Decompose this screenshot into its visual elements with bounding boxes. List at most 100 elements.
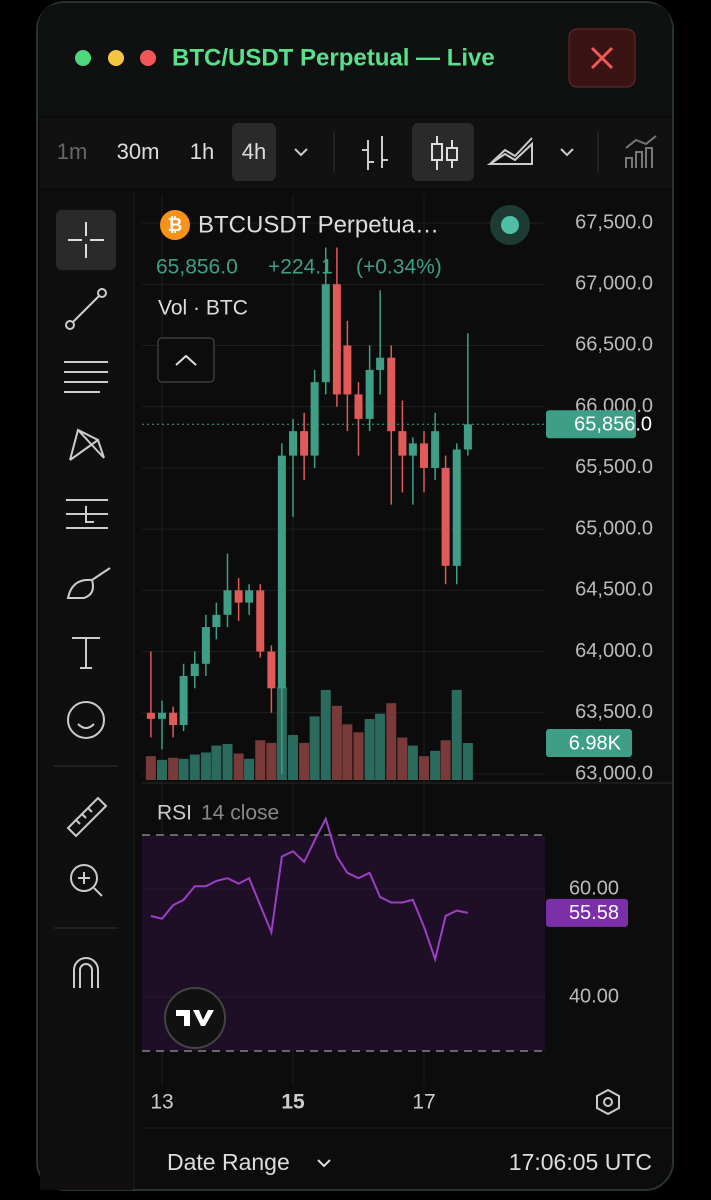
volume-bar	[288, 734, 298, 780]
collapse-button[interactable]	[157, 337, 215, 383]
type-chevron[interactable]	[560, 148, 574, 157]
interval[interactable]: 4h	[242, 139, 266, 164]
volume-bar	[342, 724, 353, 780]
last-price-box	[546, 410, 636, 439]
candle-body	[245, 590, 254, 603]
interval-selected	[232, 123, 276, 181]
magnet-icon[interactable]	[73, 957, 99, 988]
volume-bar	[375, 713, 386, 780]
candle-body	[398, 431, 407, 456]
candle-body	[179, 676, 188, 726]
candle-body	[452, 449, 461, 566]
candle-body	[387, 357, 396, 432]
candle-body	[212, 614, 221, 628]
candle-body	[354, 394, 363, 419]
area-icon[interactable]	[486, 137, 533, 165]
candle-body	[441, 467, 450, 566]
btc-glyph: ₿	[168, 215, 183, 235]
volume-bar	[178, 758, 189, 780]
y-tick-label: 66,500.0	[575, 334, 653, 356]
fib-icon[interactable]	[64, 361, 108, 393]
candle-icon-body	[431, 143, 443, 161]
candle-body	[365, 369, 374, 419]
emoji-smile	[77, 723, 95, 729]
rsi-value-label: 55.58	[569, 902, 619, 924]
crosshair-selected[interactable]	[56, 210, 116, 270]
volume-bar	[222, 743, 233, 780]
volume-bar	[364, 719, 375, 780]
volume-bar	[189, 754, 200, 780]
pattern-icon[interactable]	[69, 428, 105, 461]
x-tick-label: 17	[412, 1091, 435, 1114]
interval[interactable]: 30m	[117, 139, 160, 164]
volume-bar	[353, 732, 364, 780]
clock: 17:06:05 UTC	[509, 1149, 652, 1175]
interval[interactable]: 1m	[57, 139, 88, 164]
rsi-title: RSI	[157, 802, 192, 825]
candle-body	[267, 651, 276, 689]
y-tick-label: 67,000.0	[575, 273, 653, 295]
candle-body	[234, 590, 243, 603]
volume-bar	[462, 743, 473, 780]
emoji-icon[interactable]	[67, 701, 105, 739]
volume-bar	[309, 716, 320, 780]
y-tick-label: 64,500.0	[575, 579, 653, 601]
text-icon[interactable]	[72, 637, 100, 669]
candle-body	[332, 284, 341, 395]
candle-body	[310, 382, 319, 456]
candle-body	[277, 455, 286, 689]
sidebar	[40, 192, 132, 1190]
ruler-icon[interactable]	[66, 796, 108, 838]
volume-bar	[386, 703, 397, 780]
y-tick-label: 63,500.0	[575, 701, 653, 723]
volume-bar	[419, 756, 429, 780]
rsi-params: 14 close	[201, 802, 279, 825]
dot-green	[75, 50, 91, 66]
volume-bar	[200, 752, 211, 780]
interval[interactable]: 1h	[190, 139, 214, 164]
rsi-line	[150, 816, 469, 963]
settings-icon[interactable]	[596, 1088, 620, 1116]
handle	[97, 288, 107, 298]
interval-chevron[interactable]	[294, 148, 308, 157]
candle-body	[463, 424, 472, 450]
axes: 63,000.0 63,500.0 64,000.0 64,500.0 65,000.0…	[150, 211, 653, 1113]
forecast-icon[interactable]	[66, 499, 108, 529]
close-icon[interactable]	[590, 46, 614, 70]
collapse-chevron[interactable]	[175, 354, 197, 366]
candle-body	[431, 431, 440, 468]
date-range-chevron[interactable]	[317, 1159, 331, 1168]
volume-bar	[430, 750, 441, 780]
bars-icon[interactable]	[362, 136, 388, 170]
candle-body	[300, 431, 309, 456]
intervals: 1m 30m 1h 4h	[57, 123, 276, 181]
indicators-icon[interactable]	[625, 135, 657, 168]
volume-bar	[440, 740, 451, 780]
title-bar	[38, 3, 672, 116]
candle-body	[146, 712, 155, 719]
legend-change-pct: (+0.34%)	[356, 256, 442, 279]
candle-body	[201, 627, 210, 664]
volume-bar	[255, 740, 266, 780]
legend-price: 65,856.0	[156, 256, 238, 279]
brush-icon[interactable]	[66, 567, 111, 599]
trendline-icon[interactable]	[69, 292, 103, 326]
rsi-tick-label: 60.00	[569, 877, 619, 899]
volume-bar	[233, 753, 244, 780]
close-button[interactable]	[568, 28, 636, 88]
candle-body	[256, 590, 265, 652]
zoom-icon[interactable]	[70, 864, 98, 892]
date-range[interactable]: Date Range	[167, 1149, 290, 1175]
x-tick-label: 15	[281, 1091, 305, 1114]
crosshair-icon[interactable]	[68, 222, 104, 258]
candle-body	[169, 712, 178, 726]
tv-logo[interactable]	[164, 987, 226, 1049]
candle-body	[289, 431, 297, 456]
price-pane	[142, 195, 545, 782]
volume-bar	[451, 689, 462, 780]
candle-icon-body	[446, 147, 458, 161]
candle-body	[158, 712, 166, 719]
settings-dot	[603, 1097, 613, 1107]
candle-body	[343, 345, 352, 395]
y-tick-label: 65,000.0	[575, 517, 653, 539]
